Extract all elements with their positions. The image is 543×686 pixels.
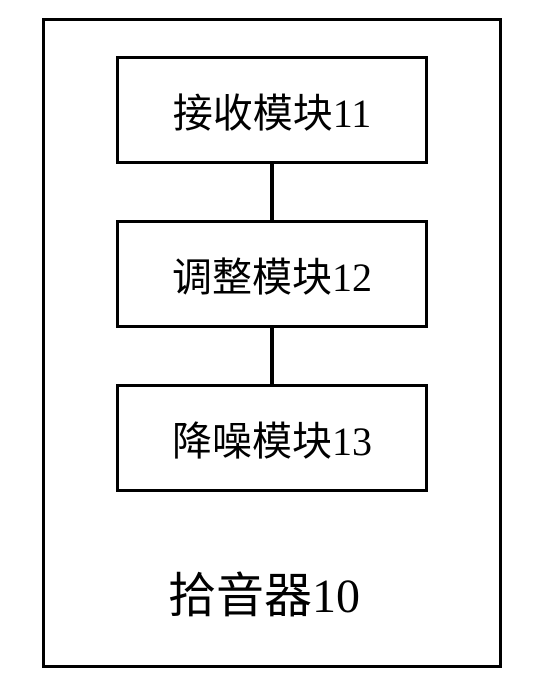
module-box-1: 接收模块11 <box>116 56 428 164</box>
module-box-3: 降噪模块13 <box>116 384 428 492</box>
module-box-2: 调整模块12 <box>116 220 428 328</box>
device-title-label: 拾音器10 <box>168 556 360 626</box>
module-label-3: 降噪模块13 <box>172 409 372 467</box>
module-label-2: 调整模块12 <box>172 245 372 303</box>
connector-1-2 <box>270 164 274 220</box>
module-label-1: 接收模块11 <box>173 81 372 139</box>
connector-2-3 <box>270 328 274 384</box>
